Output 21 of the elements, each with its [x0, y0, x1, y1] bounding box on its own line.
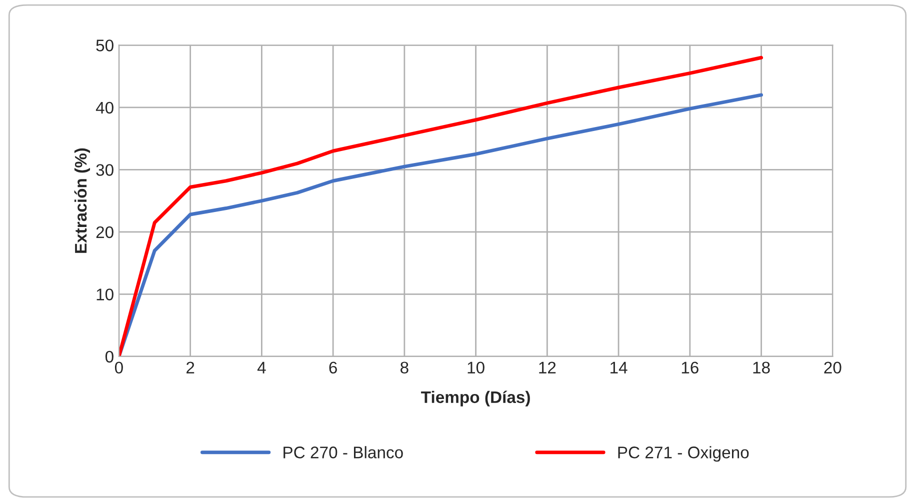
x-axis-title: Tiempo (Días) — [421, 390, 530, 406]
x-tick-label: 14 — [610, 362, 628, 374]
y-tick-label: 50 — [96, 40, 114, 52]
x-tick-label: 10 — [468, 362, 484, 374]
x-tick-label: 18 — [753, 362, 770, 374]
y-tick-label: 0 — [105, 350, 114, 363]
x-tick-label: 16 — [682, 362, 698, 374]
y-tick-label: 20 — [96, 226, 114, 238]
x-tick-label: 0 — [114, 362, 123, 374]
y-tick-label: 30 — [96, 164, 114, 176]
y-tick-label: 40 — [96, 102, 114, 114]
x-tick-label: 2 — [186, 362, 194, 374]
legend-label: PC 271 - Oxigeno — [618, 446, 749, 462]
x-tick-label: 8 — [400, 362, 408, 374]
x-tick-label: 6 — [329, 362, 337, 374]
x-tick-label: 20 — [824, 362, 842, 374]
y-tick-label: 10 — [96, 288, 114, 300]
x-tick-label: 12 — [539, 362, 556, 374]
legend-label: PC 270 - Blanco — [284, 446, 403, 458]
y-axis-title: Extración (%) — [74, 148, 90, 253]
x-tick-label: 4 — [257, 362, 266, 374]
